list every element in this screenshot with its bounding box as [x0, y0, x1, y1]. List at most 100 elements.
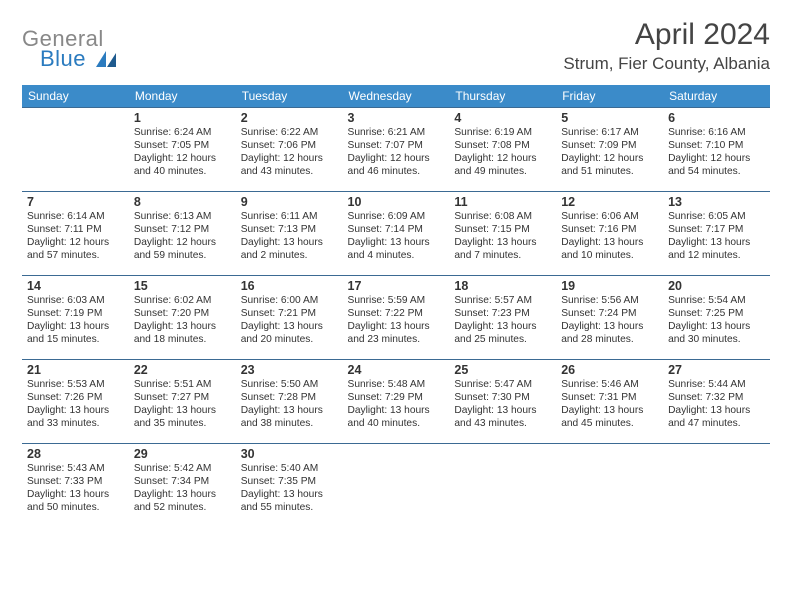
sunset-line: Sunset: 7:19 PM: [27, 307, 124, 320]
sunset-line: Sunset: 7:07 PM: [348, 139, 445, 152]
day-number: 19: [561, 279, 658, 293]
day-header-row: Sunday Monday Tuesday Wednesday Thursday…: [22, 85, 770, 108]
calendar-cell: 3Sunrise: 6:21 AMSunset: 7:07 PMDaylight…: [343, 108, 450, 192]
day-header: Friday: [556, 85, 663, 108]
day-header: Monday: [129, 85, 236, 108]
calendar-cell: 4Sunrise: 6:19 AMSunset: 7:08 PMDaylight…: [449, 108, 556, 192]
daylight-line-1: Daylight: 13 hours: [348, 320, 445, 333]
sunrise-line: Sunrise: 6:13 AM: [134, 210, 231, 223]
daylight-line-1: Daylight: 12 hours: [27, 236, 124, 249]
calendar-cell: 23Sunrise: 5:50 AMSunset: 7:28 PMDayligh…: [236, 360, 343, 444]
daylight-line-1: Daylight: 13 hours: [241, 236, 338, 249]
day-number: 12: [561, 195, 658, 209]
daylight-line-2: and 49 minutes.: [454, 165, 551, 178]
sunset-line: Sunset: 7:31 PM: [561, 391, 658, 404]
daylight-line-2: and 59 minutes.: [134, 249, 231, 262]
calendar-cell: 5Sunrise: 6:17 AMSunset: 7:09 PMDaylight…: [556, 108, 663, 192]
sunrise-line: Sunrise: 6:03 AM: [27, 294, 124, 307]
day-number: 24: [348, 363, 445, 377]
calendar-table: Sunday Monday Tuesday Wednesday Thursday…: [22, 85, 770, 528]
sunrise-line: Sunrise: 6:14 AM: [27, 210, 124, 223]
sunset-line: Sunset: 7:21 PM: [241, 307, 338, 320]
calendar-cell: [663, 444, 770, 528]
sunrise-line: Sunrise: 6:24 AM: [134, 126, 231, 139]
calendar-cell: 7Sunrise: 6:14 AMSunset: 7:11 PMDaylight…: [22, 192, 129, 276]
sunset-line: Sunset: 7:26 PM: [27, 391, 124, 404]
daylight-line-1: Daylight: 13 hours: [241, 320, 338, 333]
sunset-line: Sunset: 7:20 PM: [134, 307, 231, 320]
daylight-line-1: Daylight: 13 hours: [241, 488, 338, 501]
sunset-line: Sunset: 7:15 PM: [454, 223, 551, 236]
calendar-cell: 14Sunrise: 6:03 AMSunset: 7:19 PMDayligh…: [22, 276, 129, 360]
daylight-line-2: and 18 minutes.: [134, 333, 231, 346]
sunset-line: Sunset: 7:33 PM: [27, 475, 124, 488]
daylight-line-2: and 10 minutes.: [561, 249, 658, 262]
daylight-line-1: Daylight: 13 hours: [27, 488, 124, 501]
calendar-cell: 24Sunrise: 5:48 AMSunset: 7:29 PMDayligh…: [343, 360, 450, 444]
day-number: 7: [27, 195, 124, 209]
daylight-line-2: and 38 minutes.: [241, 417, 338, 430]
daylight-line-1: Daylight: 13 hours: [134, 488, 231, 501]
sunrise-line: Sunrise: 6:11 AM: [241, 210, 338, 223]
sunrise-line: Sunrise: 6:17 AM: [561, 126, 658, 139]
sunset-line: Sunset: 7:17 PM: [668, 223, 765, 236]
day-number: 4: [454, 111, 551, 125]
daylight-line-1: Daylight: 13 hours: [27, 404, 124, 417]
day-number: 22: [134, 363, 231, 377]
location: Strum, Fier County, Albania: [563, 54, 770, 74]
daylight-line-1: Daylight: 13 hours: [668, 236, 765, 249]
header: General Blue April 2024 Strum, Fier Coun…: [22, 18, 770, 79]
daylight-line-1: Daylight: 13 hours: [134, 320, 231, 333]
daylight-line-2: and 2 minutes.: [241, 249, 338, 262]
day-header: Tuesday: [236, 85, 343, 108]
daylight-line-1: Daylight: 13 hours: [561, 320, 658, 333]
sunset-line: Sunset: 7:22 PM: [348, 307, 445, 320]
day-number: 25: [454, 363, 551, 377]
day-number: 15: [134, 279, 231, 293]
sunset-line: Sunset: 7:14 PM: [348, 223, 445, 236]
sunset-line: Sunset: 7:25 PM: [668, 307, 765, 320]
sunset-line: Sunset: 7:06 PM: [241, 139, 338, 152]
calendar-cell: 15Sunrise: 6:02 AMSunset: 7:20 PMDayligh…: [129, 276, 236, 360]
daylight-line-1: Daylight: 13 hours: [241, 404, 338, 417]
calendar-cell: 12Sunrise: 6:06 AMSunset: 7:16 PMDayligh…: [556, 192, 663, 276]
calendar-week-row: 21Sunrise: 5:53 AMSunset: 7:26 PMDayligh…: [22, 360, 770, 444]
sunrise-line: Sunrise: 5:42 AM: [134, 462, 231, 475]
day-number: 9: [241, 195, 338, 209]
daylight-line-2: and 25 minutes.: [454, 333, 551, 346]
daylight-line-2: and 15 minutes.: [27, 333, 124, 346]
daylight-line-1: Daylight: 13 hours: [454, 236, 551, 249]
calendar-cell: 13Sunrise: 6:05 AMSunset: 7:17 PMDayligh…: [663, 192, 770, 276]
day-header: Wednesday: [343, 85, 450, 108]
day-number: 26: [561, 363, 658, 377]
calendar-week-row: 7Sunrise: 6:14 AMSunset: 7:11 PMDaylight…: [22, 192, 770, 276]
sunrise-line: Sunrise: 5:56 AM: [561, 294, 658, 307]
daylight-line-2: and 12 minutes.: [668, 249, 765, 262]
sunset-line: Sunset: 7:28 PM: [241, 391, 338, 404]
daylight-line-2: and 40 minutes.: [348, 417, 445, 430]
calendar-cell: 19Sunrise: 5:56 AMSunset: 7:24 PMDayligh…: [556, 276, 663, 360]
sunrise-line: Sunrise: 6:08 AM: [454, 210, 551, 223]
sunrise-line: Sunrise: 5:51 AM: [134, 378, 231, 391]
daylight-line-1: Daylight: 13 hours: [454, 320, 551, 333]
sunset-line: Sunset: 7:08 PM: [454, 139, 551, 152]
day-number: 20: [668, 279, 765, 293]
sunset-line: Sunset: 7:23 PM: [454, 307, 551, 320]
month-title: April 2024: [563, 18, 770, 52]
day-number: 5: [561, 111, 658, 125]
calendar-cell: 20Sunrise: 5:54 AMSunset: 7:25 PMDayligh…: [663, 276, 770, 360]
sunset-line: Sunset: 7:13 PM: [241, 223, 338, 236]
daylight-line-1: Daylight: 13 hours: [561, 236, 658, 249]
sunset-line: Sunset: 7:35 PM: [241, 475, 338, 488]
calendar-cell: 1Sunrise: 6:24 AMSunset: 7:05 PMDaylight…: [129, 108, 236, 192]
sunrise-line: Sunrise: 6:19 AM: [454, 126, 551, 139]
calendar-cell: [22, 108, 129, 192]
day-header: Saturday: [663, 85, 770, 108]
sunset-line: Sunset: 7:34 PM: [134, 475, 231, 488]
calendar-week-row: 14Sunrise: 6:03 AMSunset: 7:19 PMDayligh…: [22, 276, 770, 360]
calendar-body: 1Sunrise: 6:24 AMSunset: 7:05 PMDaylight…: [22, 108, 770, 528]
daylight-line-2: and 55 minutes.: [241, 501, 338, 514]
calendar-week-row: 1Sunrise: 6:24 AMSunset: 7:05 PMDaylight…: [22, 108, 770, 192]
day-number: 3: [348, 111, 445, 125]
calendar-cell: 16Sunrise: 6:00 AMSunset: 7:21 PMDayligh…: [236, 276, 343, 360]
